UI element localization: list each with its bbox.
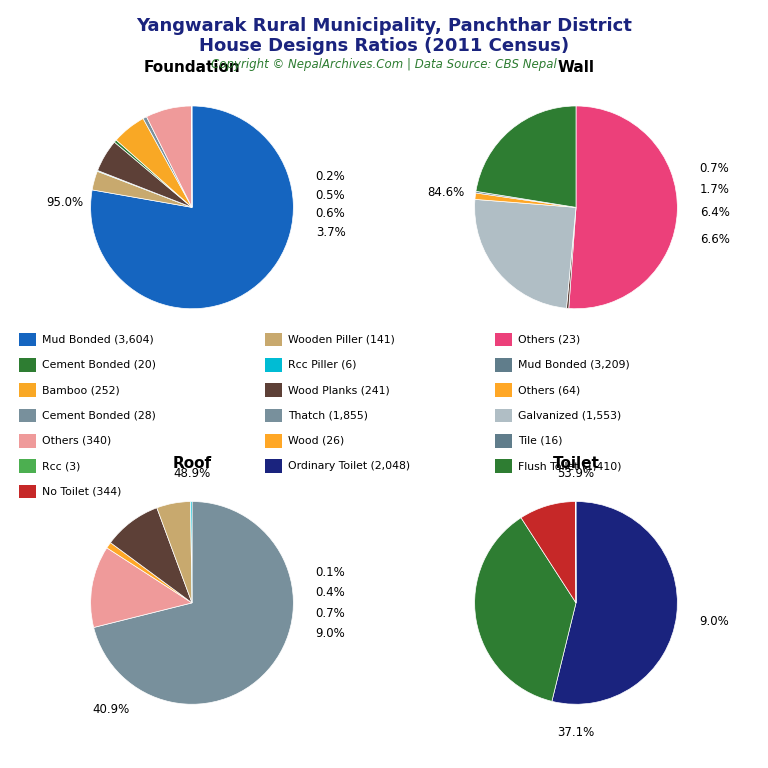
Text: Others (340): Others (340) (42, 435, 111, 446)
Text: 48.9%: 48.9% (174, 467, 210, 480)
Wedge shape (157, 502, 192, 603)
Title: Toilet: Toilet (552, 456, 600, 471)
Wedge shape (94, 502, 293, 704)
Text: Flush Toilet (1,410): Flush Toilet (1,410) (518, 461, 622, 472)
Text: 0.7%: 0.7% (316, 607, 346, 620)
Text: 0.1%: 0.1% (316, 566, 346, 579)
Text: 84.6%: 84.6% (428, 186, 465, 199)
Text: Others (64): Others (64) (518, 385, 581, 396)
Text: 40.9%: 40.9% (92, 703, 130, 716)
Text: 53.9%: 53.9% (558, 467, 594, 480)
Title: Foundation: Foundation (144, 61, 240, 75)
Text: 95.0%: 95.0% (47, 196, 84, 209)
Wedge shape (107, 543, 192, 603)
Text: Mud Bonded (3,209): Mud Bonded (3,209) (518, 359, 631, 370)
Text: 0.5%: 0.5% (316, 189, 346, 202)
Wedge shape (143, 117, 192, 207)
Text: Others (23): Others (23) (518, 334, 581, 345)
Text: 0.4%: 0.4% (316, 586, 346, 599)
Text: Copyright © NepalArchives.Com | Data Source: CBS Nepal: Copyright © NepalArchives.Com | Data Sou… (211, 58, 557, 71)
Wedge shape (569, 106, 677, 309)
Text: 9.0%: 9.0% (316, 627, 346, 640)
Text: Tile (16): Tile (16) (518, 435, 563, 446)
Text: 9.0%: 9.0% (700, 614, 730, 627)
Wedge shape (475, 193, 576, 207)
Wedge shape (476, 106, 576, 207)
Text: 0.6%: 0.6% (316, 207, 346, 220)
Wedge shape (552, 502, 677, 704)
Text: Wood Planks (241): Wood Planks (241) (288, 385, 389, 396)
Wedge shape (91, 548, 192, 627)
Wedge shape (98, 142, 192, 207)
Wedge shape (92, 171, 192, 207)
Text: 37.1%: 37.1% (558, 726, 594, 739)
Text: Wooden Piller (141): Wooden Piller (141) (288, 334, 395, 345)
Wedge shape (475, 191, 576, 207)
Wedge shape (116, 118, 192, 207)
Wedge shape (567, 207, 576, 309)
Text: 1.7%: 1.7% (700, 183, 730, 196)
Text: Mud Bonded (3,604): Mud Bonded (3,604) (42, 334, 154, 345)
Text: House Designs Ratios (2011 Census): House Designs Ratios (2011 Census) (199, 37, 569, 55)
Wedge shape (98, 170, 192, 207)
Text: Yangwarak Rural Municipality, Panchthar District: Yangwarak Rural Municipality, Panchthar … (136, 17, 632, 35)
Text: 6.6%: 6.6% (700, 233, 730, 247)
Text: Cement Bonded (28): Cement Bonded (28) (42, 410, 156, 421)
Text: Thatch (1,855): Thatch (1,855) (288, 410, 368, 421)
Title: Wall: Wall (558, 61, 594, 75)
Text: Galvanized (1,553): Galvanized (1,553) (518, 410, 621, 421)
Wedge shape (114, 140, 192, 207)
Text: Rcc (3): Rcc (3) (42, 461, 81, 472)
Text: Ordinary Toilet (2,048): Ordinary Toilet (2,048) (288, 461, 410, 472)
Text: Wood (26): Wood (26) (288, 435, 344, 446)
Wedge shape (147, 106, 192, 207)
Text: Cement Bonded (20): Cement Bonded (20) (42, 359, 156, 370)
Wedge shape (91, 106, 293, 309)
Text: 0.2%: 0.2% (316, 170, 346, 184)
Wedge shape (190, 502, 192, 603)
Text: 0.7%: 0.7% (700, 162, 730, 175)
Title: Roof: Roof (173, 456, 211, 471)
Text: 3.7%: 3.7% (316, 227, 346, 239)
Wedge shape (475, 518, 576, 701)
Text: 6.4%: 6.4% (700, 206, 730, 219)
Wedge shape (475, 200, 576, 308)
Wedge shape (521, 502, 576, 603)
Text: No Toilet (344): No Toilet (344) (42, 486, 121, 497)
Text: Bamboo (252): Bamboo (252) (42, 385, 120, 396)
Text: Rcc Piller (6): Rcc Piller (6) (288, 359, 356, 370)
Wedge shape (111, 508, 192, 603)
